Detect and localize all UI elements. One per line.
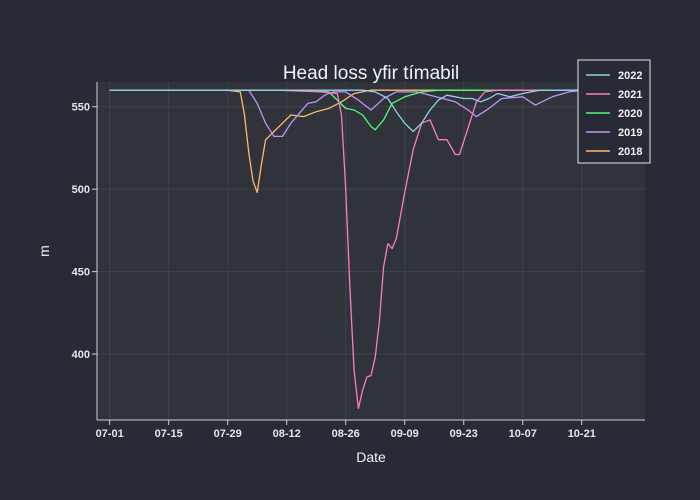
y-tick-label: 550 xyxy=(72,102,90,114)
x-axis-label: Date xyxy=(356,449,386,465)
y-tick-label: 500 xyxy=(72,184,90,196)
y-axis-label: m xyxy=(36,245,52,257)
tick-labels: 07-01 07-15 07-29 08-12 08-26 09-09 09-23 10-07… xyxy=(72,102,596,440)
series-lines xyxy=(109,89,599,410)
series-line-2022 xyxy=(109,89,599,133)
plot-background xyxy=(97,82,645,420)
grid-lines xyxy=(97,82,645,420)
chart-title: Head loss yfir tímabil xyxy=(283,63,459,84)
x-tick-label: 10-21 xyxy=(568,428,596,440)
x-tick-label: 09-23 xyxy=(450,428,478,440)
legend: 2022 2021 2020 2019 2018 xyxy=(577,59,651,164)
legend-label-2022: 2022 xyxy=(618,70,642,82)
legend-label-2020: 2020 xyxy=(618,108,642,120)
legend-label-2021: 2021 xyxy=(618,89,642,101)
series-line-2021 xyxy=(109,89,599,410)
x-tick-label: 08-12 xyxy=(273,428,301,440)
legend-label-2019: 2019 xyxy=(618,127,642,139)
series-line-2020 xyxy=(109,89,599,131)
x-tick-label: 07-01 xyxy=(96,428,124,440)
x-tick-label: 10-07 xyxy=(509,428,537,440)
y-tick-label: 400 xyxy=(72,349,90,361)
x-tick-label: 07-15 xyxy=(155,428,183,440)
x-tick-label: 07-29 xyxy=(214,428,242,440)
x-tick-label: 08-26 xyxy=(332,428,360,440)
legend-box xyxy=(577,59,651,164)
legend-label-2018: 2018 xyxy=(618,146,642,158)
series-line-2018 xyxy=(109,89,599,194)
axes xyxy=(92,82,645,425)
x-tick-label: 09-09 xyxy=(391,428,419,440)
y-tick-label: 450 xyxy=(72,267,90,279)
series-line-2019 xyxy=(109,89,599,138)
